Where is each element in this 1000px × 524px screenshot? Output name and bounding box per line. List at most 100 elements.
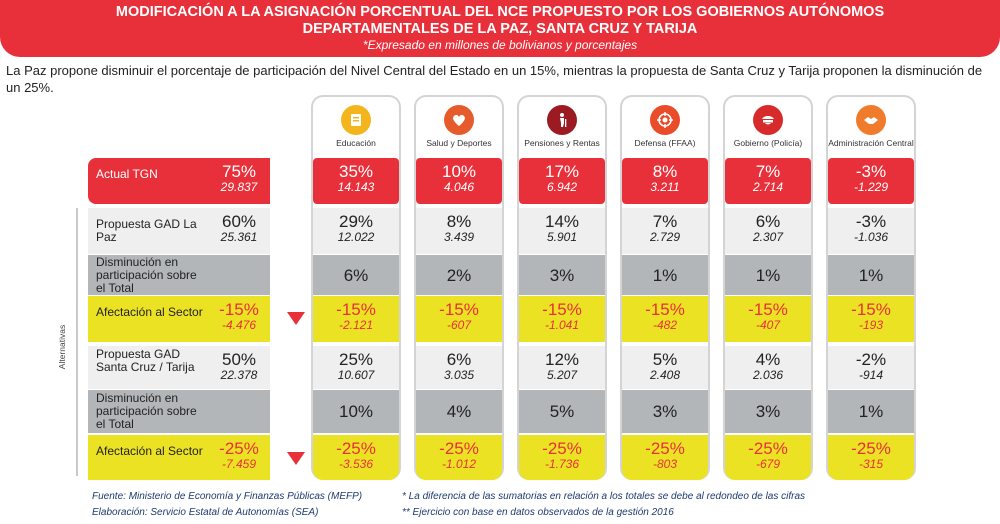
value-cell: 1% [622, 255, 708, 295]
value-percent: -15% [336, 300, 376, 319]
column-label: Pensiones y Rentas [524, 138, 600, 148]
value-cell: -25% -679 [725, 435, 811, 480]
value-cell: -25% -1.736 [519, 435, 605, 480]
value-cell: 1% [828, 255, 914, 295]
target-icon [650, 105, 680, 135]
column-label: Defensa (FFAA) [634, 138, 696, 148]
value-percent: 4% [446, 402, 472, 421]
value-cell: 5% 2.408 [622, 346, 708, 389]
value-percent: -15% [645, 300, 685, 319]
row-label-cell [88, 390, 270, 433]
value-percent: -15% [542, 300, 582, 319]
value-percent: 6% [446, 350, 472, 369]
value-amount: 2.307 [752, 230, 784, 244]
footer-note-1: * La diferencia de las sumatorias en rel… [402, 491, 806, 502]
value-amount: 2.408 [649, 368, 681, 382]
value-percent: 8% [652, 162, 678, 181]
value-percent: 2% [446, 265, 472, 285]
value-cell: 6% [313, 255, 399, 295]
value-cell: 5% [519, 390, 605, 433]
value-cell: 3% [622, 390, 708, 433]
value-percent: 14% [544, 212, 580, 231]
value-percent: 12% [544, 350, 580, 369]
value-percent: 10% [441, 162, 477, 181]
value-amount: 2.036 [752, 368, 784, 382]
footer-note-2: ** Ejercicio con base en datos observado… [402, 507, 674, 518]
value-amount: -803 [652, 457, 678, 471]
value-cell: 10% 4.046 [416, 158, 502, 204]
value-cell: -15% -607 [416, 296, 502, 342]
elderly-icon [547, 105, 577, 135]
value-amount: -193 [858, 318, 884, 332]
value-amount: -914 [858, 368, 884, 382]
value-percent: 10% [338, 402, 374, 421]
row-label: Actual TGN [96, 167, 158, 181]
value-cell: -25% -315 [828, 435, 914, 480]
value-amount: -482 [652, 318, 678, 332]
value-percent: -25% [336, 439, 376, 458]
row-label-cell [88, 208, 270, 254]
intro-text: La Paz propone disminuir el porcentaje d… [6, 63, 983, 95]
value-cell: 7% 2.714 [725, 158, 811, 204]
value-percent: -25% [542, 439, 582, 458]
value-cell: 14% 5.901 [519, 208, 605, 254]
value-amount: 6.942 [546, 180, 578, 194]
alternativas-line [76, 208, 78, 476]
value-cell: 6% 3.035 [416, 346, 502, 389]
row-total-percent: -25% [219, 439, 259, 458]
handshake-icon [856, 105, 886, 135]
value-percent: 4% [755, 350, 781, 369]
value-percent: -3% [855, 212, 887, 231]
value-percent: 8% [446, 212, 472, 231]
value-amount: 3.439 [443, 230, 475, 244]
value-amount: 14.143 [337, 180, 375, 194]
value-percent: 6% [343, 265, 369, 285]
value-amount: 3.035 [443, 368, 475, 382]
value-percent: -15% [748, 300, 788, 319]
health-icon [444, 105, 474, 135]
value-amount: -3.536 [338, 457, 374, 471]
value-amount: 5.207 [546, 368, 578, 382]
value-percent: -25% [748, 439, 788, 458]
row-total-percent: 75% [221, 162, 257, 181]
book-icon [341, 105, 371, 135]
value-percent: 5% [652, 350, 678, 369]
value-amount: 3.211 [650, 180, 680, 194]
row-label: Afectación al Sector [96, 305, 203, 319]
value-cell: 29% 12.022 [313, 208, 399, 254]
value-percent: 6% [755, 212, 781, 231]
value-amount: 4.046 [443, 180, 475, 194]
title-line-2: DEPARTAMENTALES DE LA PAZ, SANTA CRUZ Y … [302, 21, 698, 37]
column-label: Salud y Deportes [426, 138, 492, 148]
value-amount: 5.901 [546, 230, 578, 244]
value-percent: -25% [851, 439, 891, 458]
row-total-amount: 22.378 [220, 368, 258, 382]
value-percent: 1% [858, 402, 884, 421]
value-percent: -15% [851, 300, 891, 319]
column-label: Educación [336, 138, 376, 148]
row-label-cell [88, 158, 270, 204]
value-cell: 35% 14.143 [313, 158, 399, 204]
value-cell: -15% -193 [828, 296, 914, 342]
value-percent: -2% [855, 350, 887, 369]
value-cell: 2% [416, 255, 502, 295]
subtitle: *Expresado en millones de bolivianos y p… [362, 38, 638, 52]
value-cell: 8% 3.211 [622, 158, 708, 204]
value-amount: -1.036 [853, 230, 889, 244]
value-percent: 35% [338, 162, 374, 181]
value-cell: -3% -1.036 [828, 208, 914, 254]
row-label: Disminución en participación sobre el To… [96, 391, 197, 431]
row-total-amount: -7.459 [221, 457, 257, 471]
value-percent: 3% [652, 402, 678, 421]
value-cell: 10% [313, 390, 399, 433]
row-label-cell [88, 296, 270, 342]
value-amount: -1.012 [441, 457, 477, 471]
row-total-percent: -15% [219, 300, 259, 319]
column-label: Gobierno (Policía) [733, 138, 803, 148]
value-amount: -1.229 [853, 180, 889, 194]
value-cell: -3% -1.229 [828, 158, 914, 204]
value-cell: -25% -1.012 [416, 435, 502, 480]
alternativas-label-wrap: Alternativas [57, 325, 67, 369]
value-cell: 3% [725, 390, 811, 433]
value-amount: -1.041 [544, 318, 580, 332]
